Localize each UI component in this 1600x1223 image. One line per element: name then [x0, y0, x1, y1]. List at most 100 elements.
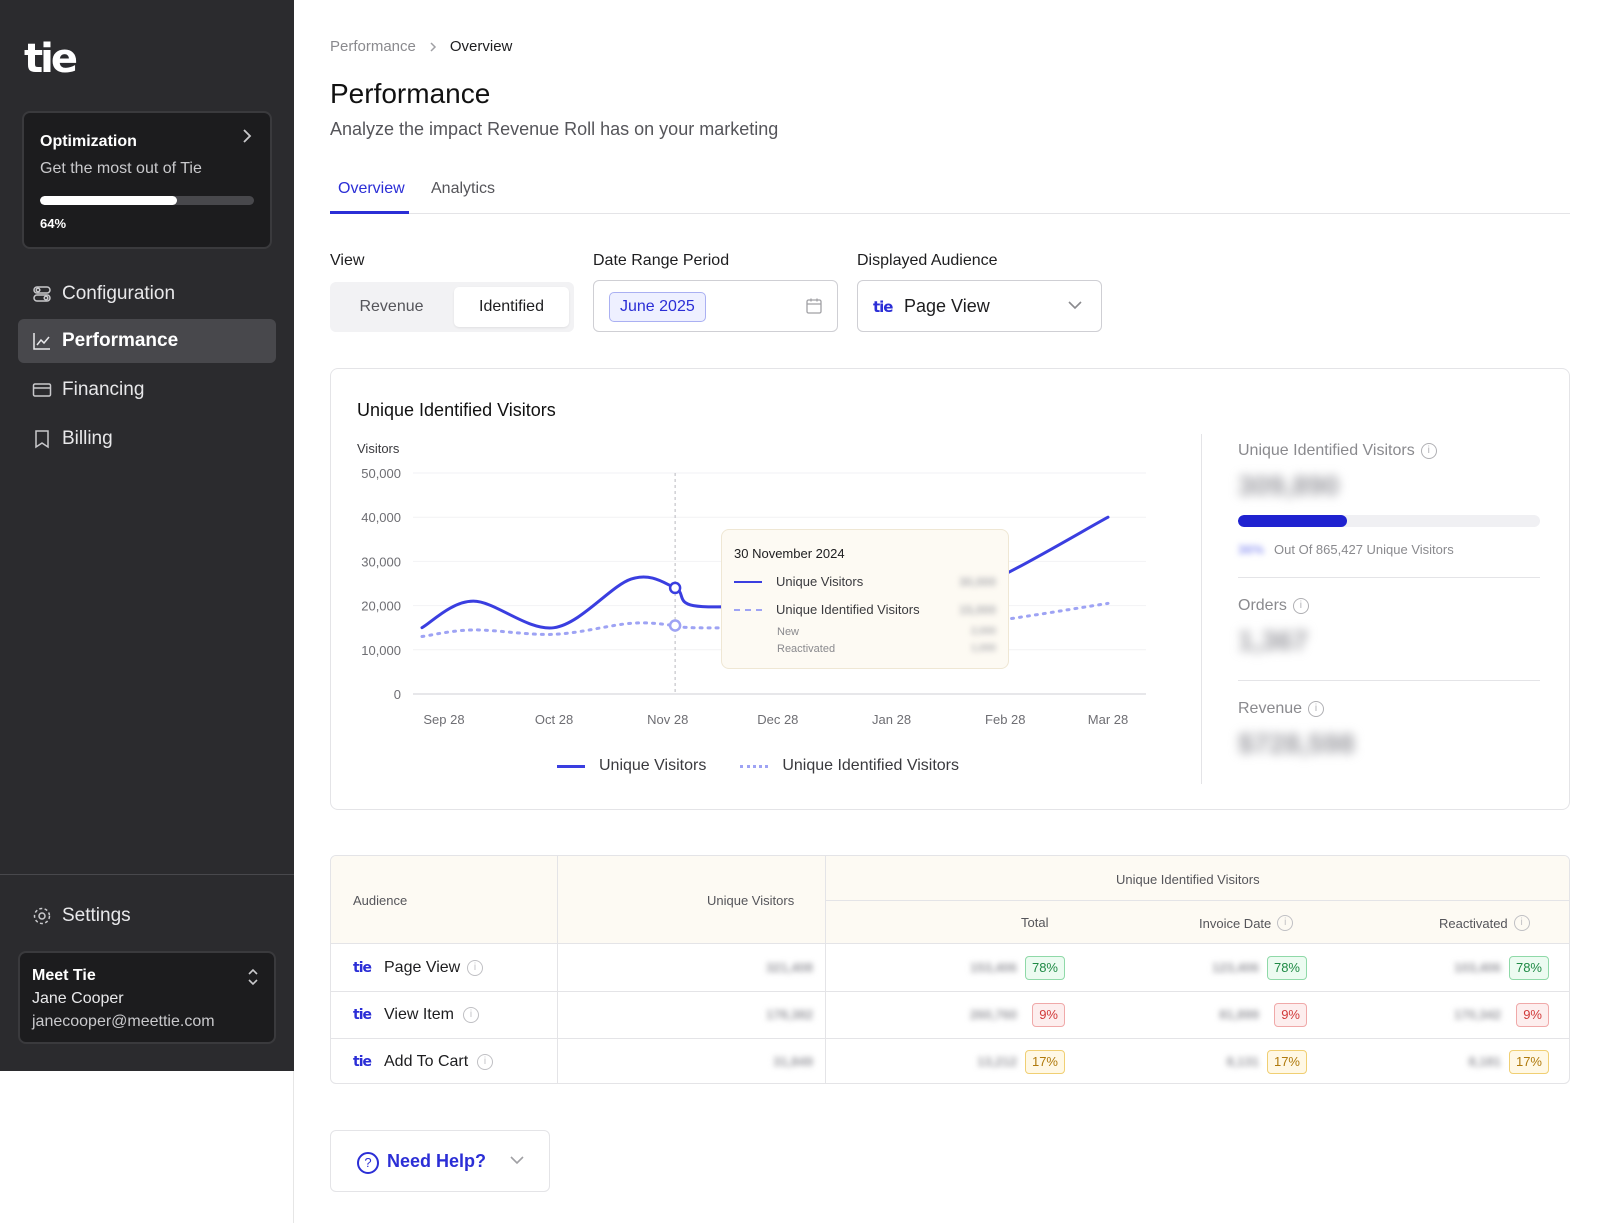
date-range-picker[interactable]: June 2025	[593, 280, 838, 332]
tooltip-row-label: Unique Visitors	[776, 574, 864, 589]
header-divider	[826, 900, 1569, 901]
table-row[interactable]: tie Add To Cart 31,849 13,212 17% 8,131 17% 8,1…	[331, 1039, 1569, 1083]
info-icon[interactable]: i	[1420, 443, 1437, 459]
breadcrumb: Performance Overview	[330, 38, 512, 55]
calendar-icon[interactable]	[805, 297, 823, 315]
optimization-subtitle: Get the most out of Tie	[40, 160, 202, 177]
gear-icon	[33, 907, 51, 925]
legend-label: Unique Visitors	[599, 757, 707, 774]
total-value: 153,406	[970, 960, 1017, 975]
audience-label: Displayed Audience	[857, 252, 998, 269]
table-row[interactable]: tie View Item 178,382 260,760 9% 81,899 9% 170,…	[331, 992, 1569, 1039]
audience-value: Page View	[904, 296, 990, 316]
info-icon[interactable]: i	[463, 1007, 479, 1023]
user-account-switcher[interactable]: Meet Tie Jane Cooper janecooper@meettie.…	[18, 951, 276, 1044]
header-invoice-date: Invoice Date i	[1199, 915, 1294, 931]
info-icon[interactable]: i	[1292, 598, 1309, 614]
settings-label: Settings	[62, 905, 131, 926]
unique-visitors-value: 178,382	[766, 1007, 813, 1022]
tooltip-row-label: Unique Identified Visitors	[776, 602, 920, 617]
share-note-text: Out Of 865,427 Unique Visitors	[1274, 542, 1454, 557]
need-help-dropdown[interactable]: ? Need Help?	[330, 1130, 550, 1192]
tab-bar: Overview Analytics	[330, 168, 1570, 214]
x-tick-label: Jan 28	[872, 712, 911, 727]
question-icon: ?	[357, 1152, 379, 1174]
info-icon[interactable]: i	[1513, 915, 1530, 931]
reactivated-percent-badge: 17%	[1508, 1050, 1549, 1074]
share-bar-fill	[1238, 515, 1347, 527]
audience-select[interactable]: tie Page View	[857, 280, 1102, 332]
sidebar: tie Optimization Get the most out of Tie…	[0, 0, 294, 1071]
stat-value-revenue: $728,598	[1238, 728, 1355, 759]
tie-logo-small: tie	[353, 960, 372, 976]
audience-table: Audience Unique Visitors Unique Identifi…	[330, 855, 1570, 1084]
toggles-icon	[33, 286, 51, 302]
info-icon[interactable]: i	[467, 960, 483, 976]
user-email: janecooper@meettie.com	[32, 1013, 215, 1030]
reactivated-percent-badge: 78%	[1508, 956, 1549, 980]
view-option-identified[interactable]: Identified	[454, 287, 569, 327]
info-icon[interactable]: i	[1277, 915, 1294, 931]
x-tick-label: Sep 28	[423, 712, 464, 727]
optimization-card[interactable]: Optimization Get the most out of Tie 64%	[22, 111, 272, 249]
unique-identified-share-bar	[1238, 515, 1540, 527]
y-tick-label: 30,000	[361, 554, 401, 569]
series-line-unique-identified-visitors	[420, 601, 1110, 639]
tab-overview[interactable]: Overview	[338, 180, 405, 197]
chevron-right-icon[interactable]	[240, 127, 254, 145]
sidebar-item-billing[interactable]: Billing	[18, 417, 276, 461]
page-subtitle: Analyze the impact Revenue Roll has on y…	[330, 119, 779, 139]
tie-logo-small: tie	[353, 1007, 372, 1023]
y-tick-label: 40,000	[361, 510, 401, 525]
total-value: 260,760	[970, 1007, 1017, 1022]
header-reactivated-text: Reactivated	[1439, 915, 1508, 931]
table-row[interactable]: tie Page View 321,408 153,406 78% 123,406 78% 1…	[331, 945, 1569, 992]
header-reactivated: Reactivated i	[1439, 915, 1530, 931]
stat-label-orders: Orders i	[1238, 597, 1309, 615]
optimization-progress-bar	[40, 196, 254, 205]
legend-item-unique-visitors[interactable]: Unique Visitors	[557, 757, 706, 775]
sidebar-item-performance[interactable]: Performance	[18, 319, 276, 363]
tie-logo[interactable]: tie	[24, 36, 78, 82]
chevron-right-icon	[430, 41, 436, 52]
chevron-up-down-icon	[248, 968, 258, 986]
invoice-date-percent-badge: 78%	[1266, 956, 1307, 980]
tooltip-value: 2,000	[970, 626, 996, 637]
info-icon[interactable]: i	[477, 1054, 493, 1070]
legend-item-unique-identified-visitors[interactable]: Unique Identified Visitors	[740, 757, 959, 775]
date-range-label: Date Range Period	[593, 252, 730, 269]
sidebar-item-settings[interactable]: Settings	[18, 894, 276, 938]
unique-identified-visitors-card: Unique Identified Visitors Visitors 50,00…	[330, 368, 1570, 810]
stat-note: 36% Out Of 865,427 Unique Visitors	[1238, 542, 1454, 557]
stat-divider	[1238, 577, 1540, 578]
view-label: View	[330, 252, 365, 269]
card-icon	[32, 383, 52, 397]
date-range-value: June 2025	[609, 292, 706, 322]
breadcrumb-parent[interactable]: Performance	[330, 38, 416, 55]
audience-name: View Item	[384, 1006, 454, 1023]
active-tab-indicator	[330, 211, 409, 214]
y-tick-label: 0	[394, 687, 401, 702]
sidebar-item-configuration[interactable]: Configuration	[18, 272, 276, 316]
sidebar-item-financing[interactable]: Financing	[18, 368, 276, 412]
header-unique-visitors: Unique Visitors	[707, 893, 795, 908]
receipt-icon	[35, 430, 49, 449]
total-percent-badge: 9%	[1032, 1003, 1065, 1027]
header-invoice-date-text: Invoice Date	[1199, 915, 1272, 931]
sidebar-blank-area	[0, 1071, 294, 1223]
summary-stats: Unique Identified Visitors i 309,890 36% …	[1201, 434, 1541, 784]
total-percent-badge: 17%	[1024, 1050, 1065, 1074]
user-name: Jane Cooper	[32, 990, 124, 1007]
view-option-revenue[interactable]: Revenue	[359, 298, 424, 315]
info-icon[interactable]: i	[1308, 701, 1325, 717]
y-tick-label: 10,000	[361, 643, 401, 658]
chevron-down-icon	[510, 1156, 524, 1165]
stat-label-text: Revenue	[1238, 700, 1303, 717]
tab-analytics[interactable]: Analytics	[431, 180, 496, 197]
stat-label-text: Orders	[1238, 597, 1287, 614]
stat-label-text: Unique Identified Visitors	[1238, 442, 1415, 459]
invoice-date-value: 81,899	[1219, 1007, 1259, 1022]
tooltip-row-unique-identified: Unique Identified Visitors	[734, 602, 920, 617]
tie-logo-small: tie	[873, 298, 893, 316]
view-toggle: Revenue Identified	[330, 282, 574, 332]
